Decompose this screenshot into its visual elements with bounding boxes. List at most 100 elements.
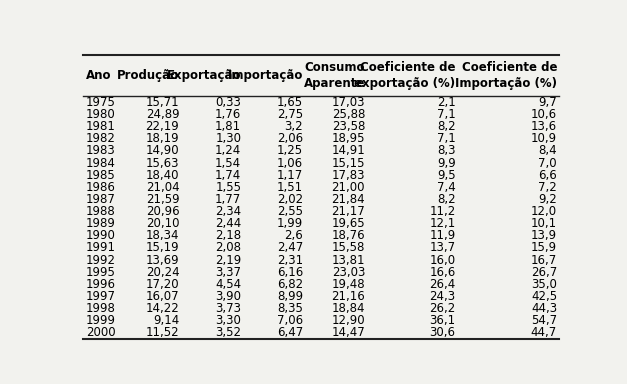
Text: 26,4: 26,4 xyxy=(429,278,456,291)
Text: 7,1: 7,1 xyxy=(437,132,456,145)
Text: 24,89: 24,89 xyxy=(145,108,179,121)
Text: 16,7: 16,7 xyxy=(531,253,557,266)
Text: 16,6: 16,6 xyxy=(429,266,456,279)
Text: 21,17: 21,17 xyxy=(331,205,365,218)
Text: 2,31: 2,31 xyxy=(277,253,303,266)
Text: 7,06: 7,06 xyxy=(277,314,303,327)
Text: 2,06: 2,06 xyxy=(277,132,303,145)
Text: 0,33: 0,33 xyxy=(216,96,241,109)
Text: 1988: 1988 xyxy=(86,205,115,218)
Text: 21,04: 21,04 xyxy=(145,181,179,194)
Text: 8,35: 8,35 xyxy=(277,302,303,315)
Text: 18,95: 18,95 xyxy=(332,132,365,145)
Text: 21,00: 21,00 xyxy=(332,181,365,194)
Text: 7,1: 7,1 xyxy=(437,108,456,121)
Text: 13,81: 13,81 xyxy=(332,253,365,266)
Text: 1,99: 1,99 xyxy=(277,217,303,230)
Text: 2000: 2000 xyxy=(86,326,115,339)
Text: 1997: 1997 xyxy=(86,290,115,303)
Text: 25,88: 25,88 xyxy=(332,108,365,121)
Text: Exportação: Exportação xyxy=(167,69,241,82)
Text: 2,18: 2,18 xyxy=(215,229,241,242)
Text: 12,90: 12,90 xyxy=(332,314,365,327)
Text: 10,1: 10,1 xyxy=(531,217,557,230)
Text: 2,75: 2,75 xyxy=(277,108,303,121)
Text: 2,6: 2,6 xyxy=(285,229,303,242)
Text: 1990: 1990 xyxy=(86,229,115,242)
Text: 1,76: 1,76 xyxy=(215,108,241,121)
Text: 1,65: 1,65 xyxy=(277,96,303,109)
Text: 1,24: 1,24 xyxy=(215,144,241,157)
Text: 15,15: 15,15 xyxy=(332,157,365,169)
Text: 1999: 1999 xyxy=(86,314,115,327)
Text: 1998: 1998 xyxy=(86,302,115,315)
Text: 17,03: 17,03 xyxy=(332,96,365,109)
Text: 14,91: 14,91 xyxy=(331,144,365,157)
Text: 16,0: 16,0 xyxy=(429,253,456,266)
Text: 10,9: 10,9 xyxy=(531,132,557,145)
Text: 3,2: 3,2 xyxy=(285,120,303,133)
Text: 2,44: 2,44 xyxy=(215,217,241,230)
Text: 1,51: 1,51 xyxy=(277,181,303,194)
Text: 14,90: 14,90 xyxy=(145,144,179,157)
Text: 2,47: 2,47 xyxy=(277,242,303,254)
Text: 1980: 1980 xyxy=(86,108,115,121)
Text: 15,19: 15,19 xyxy=(145,242,179,254)
Text: Importação: Importação xyxy=(228,69,303,82)
Text: 15,71: 15,71 xyxy=(145,96,179,109)
Text: 22,19: 22,19 xyxy=(145,120,179,133)
Text: 3,37: 3,37 xyxy=(215,266,241,279)
Text: 9,9: 9,9 xyxy=(437,157,456,169)
Text: 11,2: 11,2 xyxy=(429,205,456,218)
Text: 1,55: 1,55 xyxy=(215,181,241,194)
Text: 8,2: 8,2 xyxy=(437,120,456,133)
Text: Consumo
Aparente: Consumo Aparente xyxy=(303,61,365,90)
Text: 18,76: 18,76 xyxy=(332,229,365,242)
Text: 26,7: 26,7 xyxy=(531,266,557,279)
Text: 1,77: 1,77 xyxy=(215,193,241,206)
Text: 42,5: 42,5 xyxy=(531,290,557,303)
Text: 8,3: 8,3 xyxy=(437,144,456,157)
Text: 2,34: 2,34 xyxy=(215,205,241,218)
Text: 44,3: 44,3 xyxy=(531,302,557,315)
Text: 1985: 1985 xyxy=(86,169,115,182)
Text: 13,69: 13,69 xyxy=(145,253,179,266)
Text: 11,52: 11,52 xyxy=(145,326,179,339)
Text: 13,7: 13,7 xyxy=(429,242,456,254)
Text: Coeficiente de
exportação (%): Coeficiente de exportação (%) xyxy=(354,61,456,90)
Text: 1987: 1987 xyxy=(86,193,115,206)
Text: 9,14: 9,14 xyxy=(153,314,179,327)
Text: 4,54: 4,54 xyxy=(215,278,241,291)
Text: 1,81: 1,81 xyxy=(215,120,241,133)
Text: 14,22: 14,22 xyxy=(145,302,179,315)
Text: 18,34: 18,34 xyxy=(146,229,179,242)
Text: 2,02: 2,02 xyxy=(277,193,303,206)
Text: 12,1: 12,1 xyxy=(429,217,456,230)
Text: 36,1: 36,1 xyxy=(429,314,456,327)
Text: 10,6: 10,6 xyxy=(531,108,557,121)
Text: Produção: Produção xyxy=(117,69,179,82)
Text: 1975: 1975 xyxy=(86,96,115,109)
Text: 23,58: 23,58 xyxy=(332,120,365,133)
Text: 19,65: 19,65 xyxy=(332,217,365,230)
Text: 17,20: 17,20 xyxy=(145,278,179,291)
Text: 1,54: 1,54 xyxy=(215,157,241,169)
Text: 1984: 1984 xyxy=(86,157,115,169)
Text: 6,6: 6,6 xyxy=(538,169,557,182)
Text: 1,30: 1,30 xyxy=(215,132,241,145)
Text: 16,07: 16,07 xyxy=(145,290,179,303)
Text: 9,5: 9,5 xyxy=(437,169,456,182)
Text: 8,99: 8,99 xyxy=(277,290,303,303)
Text: 30,6: 30,6 xyxy=(429,326,456,339)
Text: 1991: 1991 xyxy=(86,242,115,254)
Text: 1995: 1995 xyxy=(86,266,115,279)
Text: 8,2: 8,2 xyxy=(437,193,456,206)
Text: 12,0: 12,0 xyxy=(531,205,557,218)
Text: 11,9: 11,9 xyxy=(429,229,456,242)
Text: 18,84: 18,84 xyxy=(332,302,365,315)
Text: 1,25: 1,25 xyxy=(277,144,303,157)
Text: 26,2: 26,2 xyxy=(429,302,456,315)
Text: 20,96: 20,96 xyxy=(145,205,179,218)
Text: 18,40: 18,40 xyxy=(146,169,179,182)
Text: 15,58: 15,58 xyxy=(332,242,365,254)
